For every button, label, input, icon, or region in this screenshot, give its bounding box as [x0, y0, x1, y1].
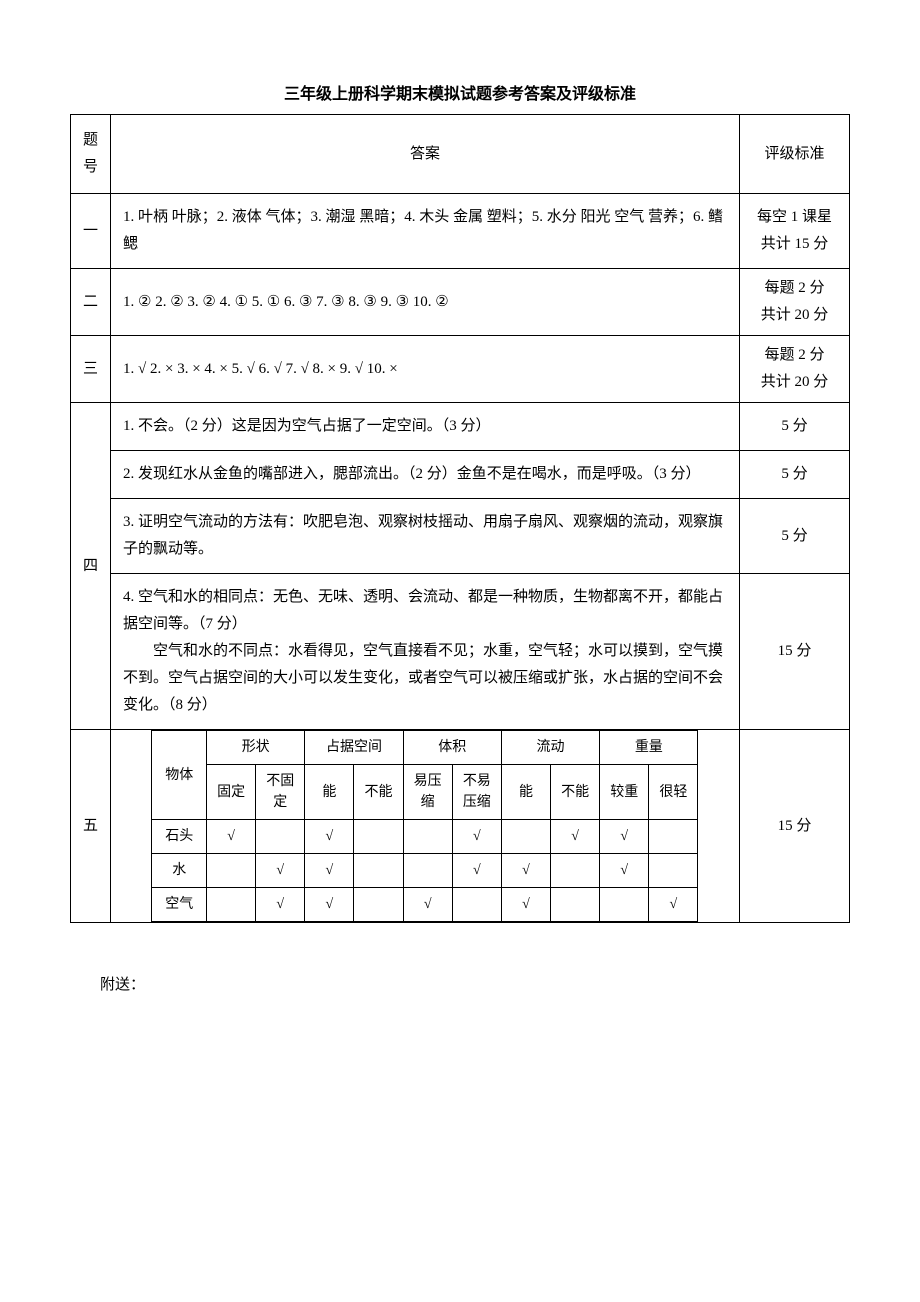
- inner-rowheader: 物体: [152, 731, 207, 820]
- header-row: 题号 答案 评级标准: [71, 115, 850, 194]
- section-four-q1-answer: 1. 不会。（2 分）这是因为空气占据了一定空间。（3 分）: [111, 403, 740, 451]
- inner-cell: [551, 888, 600, 922]
- section-two-row: 二 1. ② 2. ② 3. ② 4. ① 5. ① 6. ③ 7. ③ 8. …: [71, 269, 850, 336]
- section-four-num: 四: [71, 403, 111, 730]
- section-five-num: 五: [71, 730, 111, 923]
- section-four-q3-row: 3. 证明空气流动的方法有：吹肥皂泡、观察树枝摇动、用扇子扇风、观察烟的流动，观…: [71, 499, 850, 574]
- section-three-row: 三 1. √ 2. × 3. × 4. × 5. √ 6. √ 7. √ 8. …: [71, 336, 850, 403]
- section-four-q3-answer: 3. 证明空气流动的方法有：吹肥皂泡、观察树枝摇动、用扇子扇风、观察烟的流动，观…: [111, 499, 740, 574]
- inner-cell: [452, 888, 501, 922]
- inner-cell: √: [256, 888, 305, 922]
- inner-row-2: 空气 √ √ √ √ √: [111, 888, 739, 922]
- section-three-score: 每题 2 分 共计 20 分: [740, 336, 850, 403]
- inner-header-row: 物体 形状 占据空间 体积 流动 重量: [111, 731, 739, 765]
- section-four-q2-score: 5 分: [740, 451, 850, 499]
- inner-sub-5: 不易压缩: [452, 765, 501, 820]
- section-four-q4-score: 15 分: [740, 574, 850, 730]
- inner-cell: [600, 888, 649, 922]
- inner-row-0: 石头 √ √ √ √ √: [111, 820, 739, 854]
- inner-cell: [649, 854, 698, 888]
- section-one-score: 每空 1 课星 共计 15 分: [740, 194, 850, 269]
- inner-row-1: 水 √ √ √ √ √: [111, 854, 739, 888]
- inner-cell: [354, 854, 403, 888]
- inner-sub-0: 固定: [207, 765, 256, 820]
- inner-cell: [354, 820, 403, 854]
- inner-sub-7: 不能: [551, 765, 600, 820]
- header-score: 评级标准: [740, 115, 850, 194]
- section-four-q2-row: 2. 发现红水从金鱼的嘴部进入，腮部流出。（2 分）金鱼不是在喝水，而是呼吸。（…: [71, 451, 850, 499]
- section-five-score: 15 分: [740, 730, 850, 923]
- section-four-q1-row: 四 1. 不会。（2 分）这是因为空气占据了一定空间。（3 分） 5 分: [71, 403, 850, 451]
- inner-cell: [501, 820, 550, 854]
- page-title: 三年级上册科学期末模拟试题参考答案及评级标准: [70, 80, 850, 104]
- inner-cell: [403, 820, 452, 854]
- inner-cell: √: [305, 888, 354, 922]
- inner-sub-6: 能: [501, 765, 550, 820]
- inner-cell: √: [452, 820, 501, 854]
- section-three-answer: 1. √ 2. × 3. × 4. × 5. √ 6. √ 7. √ 8. × …: [111, 336, 740, 403]
- footer-text: 附送：: [70, 973, 850, 994]
- section-one-num: 一: [71, 194, 111, 269]
- inner-cell: √: [256, 854, 305, 888]
- section-two-answer: 1. ② 2. ② 3. ② 4. ① 5. ① 6. ③ 7. ③ 8. ③ …: [111, 269, 740, 336]
- inner-cell: √: [649, 888, 698, 922]
- inner-cell: [256, 820, 305, 854]
- inner-cell: √: [501, 854, 550, 888]
- section-four-q2-answer: 2. 发现红水从金鱼的嘴部进入，腮部流出。（2 分）金鱼不是在喝水，而是呼吸。（…: [111, 451, 740, 499]
- inner-cell: √: [305, 820, 354, 854]
- answer-table: 题号 答案 评级标准 一 1. 叶柄 叶脉；2. 液体 气体；3. 潮湿 黑暗；…: [70, 114, 850, 923]
- inner-row-0-name: 石头: [152, 820, 207, 854]
- section-two-num: 二: [71, 269, 111, 336]
- inner-cell: [403, 854, 452, 888]
- inner-sub-1: 不固定: [256, 765, 305, 820]
- inner-cell: √: [600, 820, 649, 854]
- inner-cell: √: [600, 854, 649, 888]
- header-answer: 答案: [111, 115, 740, 194]
- inner-cell: √: [501, 888, 550, 922]
- inner-row-1-name: 水: [152, 854, 207, 888]
- section-one-answer: 1. 叶柄 叶脉；2. 液体 气体；3. 潮湿 黑暗；4. 木头 金属 塑料；5…: [111, 194, 740, 269]
- inner-cat-2: 体积: [403, 731, 501, 765]
- section-five-row: 五 物体 形状 占据空间 体积 流动 重量 固定 不固定 能 不能: [71, 730, 850, 923]
- inner-cat-3: 流动: [501, 731, 599, 765]
- section-four-q3-score: 5 分: [740, 499, 850, 574]
- inner-cat-1: 占据空间: [305, 731, 403, 765]
- inner-cell: [649, 820, 698, 854]
- section-four-q4-row: 4. 空气和水的相同点：无色、无味、透明、会流动、都是一种物质，生物都离不开，都…: [71, 574, 850, 730]
- inner-sub-4: 易压缩: [403, 765, 452, 820]
- inner-cell: √: [551, 820, 600, 854]
- section-five-answer-cell: 物体 形状 占据空间 体积 流动 重量 固定 不固定 能 不能 易压缩 不易压缩…: [111, 730, 740, 923]
- inner-cell: [551, 854, 600, 888]
- inner-sub-9: 很轻: [649, 765, 698, 820]
- inner-cell: [354, 888, 403, 922]
- inner-cat-0: 形状: [207, 731, 305, 765]
- inner-sub-2: 能: [305, 765, 354, 820]
- inner-cell: √: [452, 854, 501, 888]
- section-four-q4-answer: 4. 空气和水的相同点：无色、无味、透明、会流动、都是一种物质，生物都离不开，都…: [111, 574, 740, 730]
- inner-sub-3: 不能: [354, 765, 403, 820]
- section-one-row: 一 1. 叶柄 叶脉；2. 液体 气体；3. 潮湿 黑暗；4. 木头 金属 塑料…: [71, 194, 850, 269]
- inner-cell: √: [305, 854, 354, 888]
- section-three-num: 三: [71, 336, 111, 403]
- header-num: 题号: [71, 115, 111, 194]
- inner-sub-8: 较重: [600, 765, 649, 820]
- inner-cell: √: [403, 888, 452, 922]
- inner-row-2-name: 空气: [152, 888, 207, 922]
- section-two-score: 每题 2 分 共计 20 分: [740, 269, 850, 336]
- inner-comparison-table: 物体 形状 占据空间 体积 流动 重量 固定 不固定 能 不能 易压缩 不易压缩…: [111, 730, 739, 922]
- inner-cat-4: 重量: [600, 731, 698, 765]
- inner-cell: √: [207, 820, 256, 854]
- inner-cell: [207, 888, 256, 922]
- section-four-q1-score: 5 分: [740, 403, 850, 451]
- inner-cell: [207, 854, 256, 888]
